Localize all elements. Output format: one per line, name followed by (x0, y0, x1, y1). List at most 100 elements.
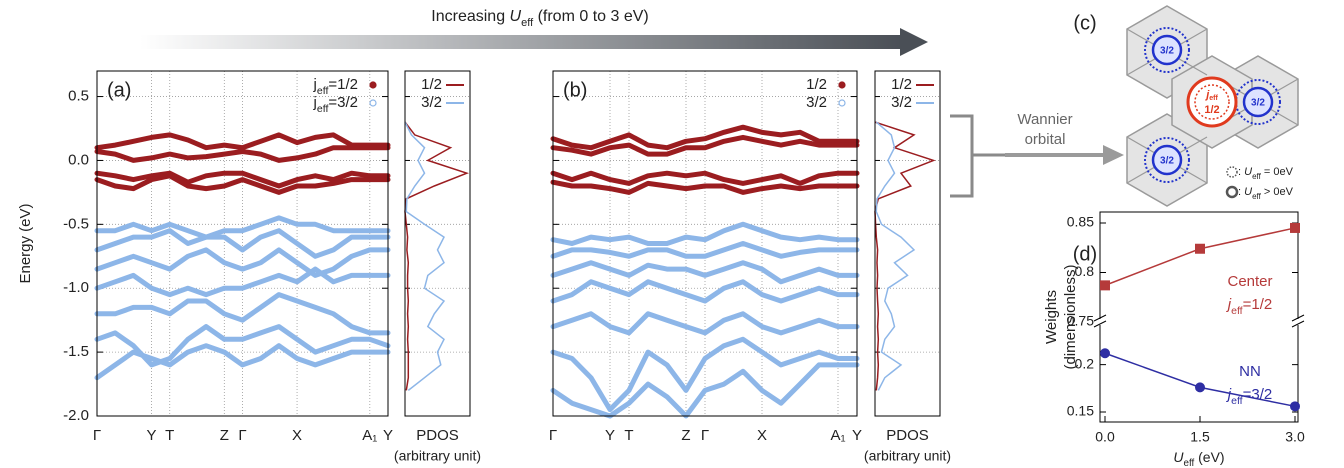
legend-label-part: =3/2 (328, 94, 358, 111)
x-tick-label: Γ (549, 427, 557, 444)
legend-text: : Ueff > 0eV (1238, 186, 1294, 201)
x-tick-label: T (624, 427, 633, 444)
legend-part: : (1238, 186, 1244, 198)
band (550, 134, 860, 157)
legend-part: eff (1252, 172, 1262, 181)
header-part: (from 0 to 3 eV) (533, 8, 649, 25)
x-axis-label: (arbitrary unit) (864, 448, 951, 464)
axis-break (1291, 314, 1305, 322)
axis-break (1093, 314, 1107, 322)
band (94, 170, 391, 189)
band (550, 362, 860, 419)
x-tick-label: Y (852, 427, 862, 444)
pdos-line (875, 121, 916, 391)
legend-label-part: j (313, 94, 317, 111)
x-axis-label-part: eff (1184, 458, 1195, 468)
band (550, 170, 860, 186)
legend-label-part: eff (317, 103, 329, 115)
x-tick-label: 0.0 (1095, 429, 1115, 445)
x-tick-label: Z (220, 427, 229, 444)
legend-part: U (1244, 186, 1252, 198)
data-point (1290, 222, 1300, 233)
band (94, 247, 391, 278)
axis-break (1094, 319, 1106, 325)
panel-label: (b) (563, 79, 587, 101)
x-tick-label: Y (147, 427, 157, 444)
panel-label: (a) (107, 79, 131, 101)
band (550, 179, 860, 195)
series-sublabel-part: j (1226, 296, 1232, 313)
x-tick-label: Y (605, 427, 615, 444)
y-tick-label: -1.0 (63, 279, 89, 296)
x-tick-label: X (757, 427, 767, 444)
band (94, 132, 391, 151)
x-tick-label: 1.5 (1190, 429, 1210, 445)
legend-label: 3/2 (891, 94, 912, 111)
data-point (1195, 243, 1205, 254)
x-tick-label: Γ (93, 427, 101, 444)
series-label: Center (1227, 273, 1272, 290)
legend-label: 1/2 (891, 76, 912, 93)
y-axis-label: (dimensionless) (1062, 264, 1079, 369)
data-point (1195, 382, 1205, 393)
band (94, 343, 391, 381)
legend-part: > 0eV (1261, 186, 1294, 198)
pdos-line (404, 121, 446, 391)
axis-break (1291, 320, 1305, 328)
center-label-part: eff (1209, 95, 1218, 102)
orbital-u0 (1144, 27, 1190, 73)
hex-label: 3/2 (1160, 156, 1174, 167)
legend-label: 1/2 (806, 76, 827, 93)
legend-symbol (1225, 185, 1239, 199)
legend-marker (838, 81, 846, 89)
x-tick-label: T (165, 427, 174, 444)
pdos-line (404, 121, 470, 391)
pdos-line (874, 121, 936, 391)
x-axis-label: PDOS (416, 427, 459, 444)
band (550, 279, 860, 304)
orbital-u0 (1144, 137, 1190, 183)
legend-marker (838, 99, 846, 107)
legend-label: jeff=3/2 (313, 94, 358, 115)
band (550, 260, 860, 285)
x-axis-label: (arbitrary unit) (394, 448, 481, 464)
hex-label: 3/2 (1160, 46, 1174, 57)
legend-part: eff (1252, 192, 1262, 201)
legend-marker (369, 81, 377, 89)
y-tick-label: 0.15 (1067, 403, 1094, 419)
x-tick-label: Z (681, 427, 690, 444)
band (550, 241, 860, 259)
legend-label: jeff=1/2 (313, 76, 358, 97)
y-tick-label: -2.0 (63, 407, 89, 424)
x-tick-label: Γ (701, 427, 709, 444)
axis-break (1093, 320, 1107, 328)
center-label: jeff (1204, 89, 1218, 102)
band (550, 124, 860, 151)
center-label-part: j (1204, 89, 1210, 101)
y-tick-label: 0.0 (68, 151, 89, 168)
header-title: Increasing Ueff (from 0 to 3 eV) (431, 8, 648, 29)
legend-label-part: j (313, 76, 317, 93)
legend-label-part: eff (317, 85, 329, 97)
x-tick-label: A₁ (830, 427, 845, 444)
band (550, 221, 860, 246)
increasing-arrow (140, 35, 902, 49)
y-tick-label: 0.5 (68, 88, 89, 105)
x-axis-label-part: U (1173, 449, 1184, 465)
band (94, 228, 391, 259)
annotation-line: Wannier (1017, 111, 1072, 128)
legend-label: 3/2 (421, 94, 442, 111)
band (550, 311, 860, 336)
x-axis-label: PDOS (886, 427, 929, 444)
plot-frame (552, 70, 858, 417)
y-tick-label: 0.8 (1075, 263, 1095, 279)
hex-lattice (1126, 5, 1299, 207)
y-tick-label: -0.5 (63, 215, 89, 232)
annotation-line: orbital (1025, 131, 1066, 148)
x-tick-label: Γ (238, 427, 246, 444)
header-part: Increasing (431, 8, 509, 25)
series-sublabel-part: =3/2 (1243, 386, 1273, 403)
legend-symbol (1226, 166, 1238, 178)
plot-frame (96, 70, 389, 417)
